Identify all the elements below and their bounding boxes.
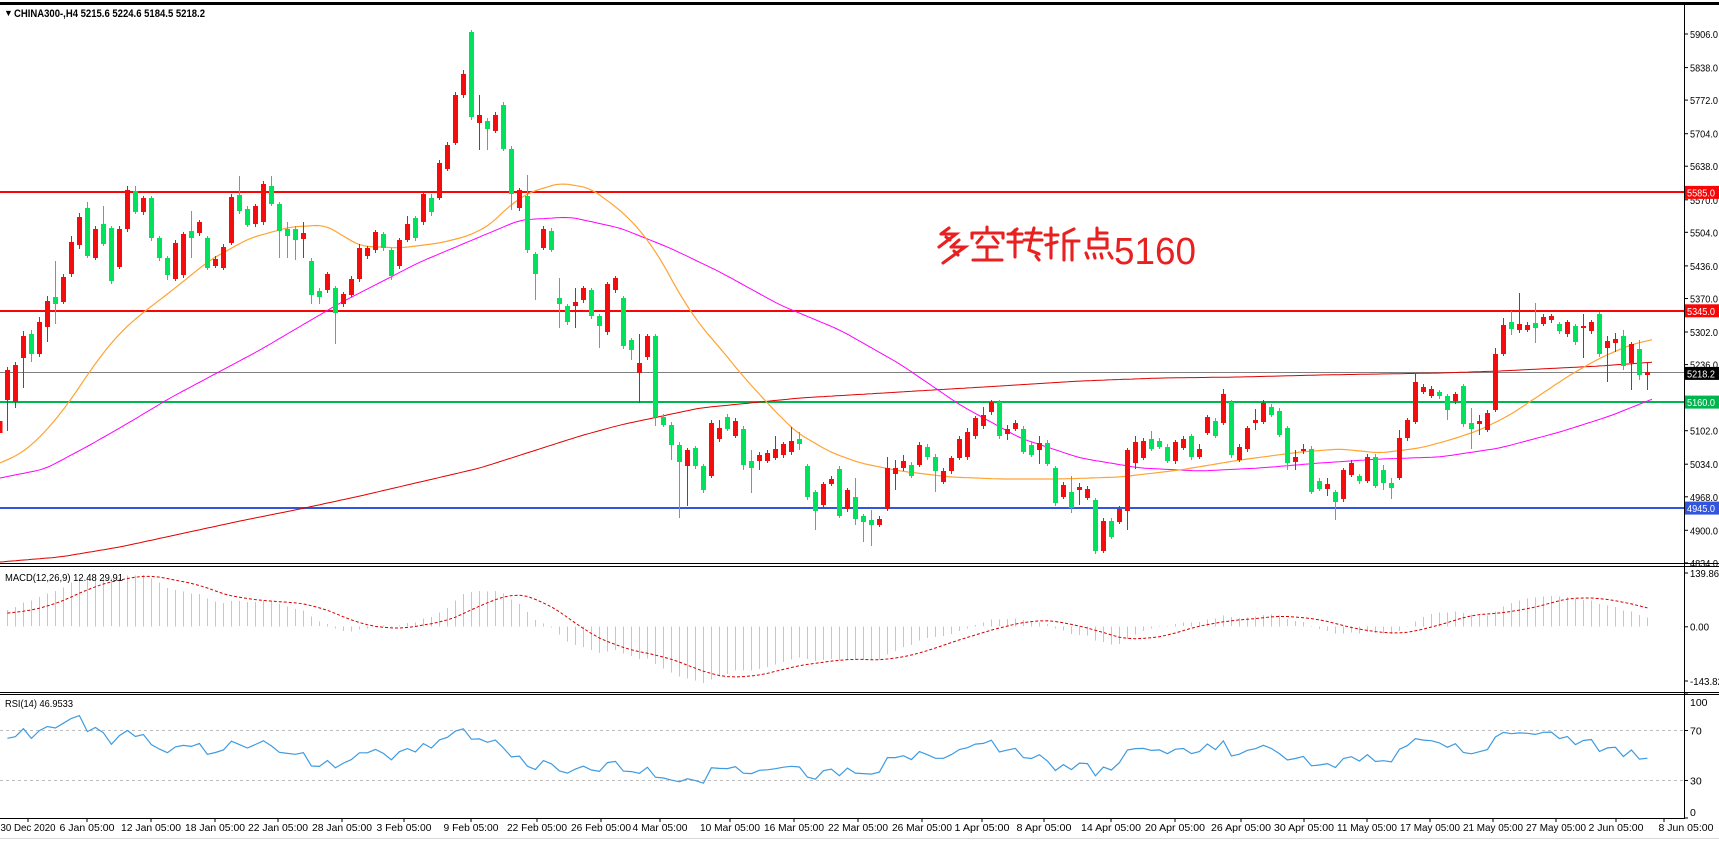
svg-text:4834.0: 4834.0 xyxy=(1690,558,1718,570)
svg-text:4945.0: 4945.0 xyxy=(1687,503,1715,515)
svg-text:28 Jan 05:00: 28 Jan 05:00 xyxy=(312,822,372,834)
svg-text:9 Feb 05:00: 9 Feb 05:00 xyxy=(444,822,499,834)
svg-text:5034.0: 5034.0 xyxy=(1690,459,1718,471)
svg-text:5585.0: 5585.0 xyxy=(1687,187,1715,199)
svg-text:16 Mar 05:00: 16 Mar 05:00 xyxy=(764,822,824,834)
svg-text:0: 0 xyxy=(1690,807,1696,819)
svg-text:27 May 05:00: 27 May 05:00 xyxy=(1526,822,1586,834)
svg-text:5160.0: 5160.0 xyxy=(1687,397,1715,409)
svg-text:5704.0: 5704.0 xyxy=(1690,129,1718,141)
svg-text:30 Dec 2020: 30 Dec 2020 xyxy=(1,822,56,834)
svg-text:70: 70 xyxy=(1690,726,1702,738)
svg-text:21 May 05:00: 21 May 05:00 xyxy=(1463,822,1523,834)
svg-text:5102.0: 5102.0 xyxy=(1690,426,1718,438)
svg-text:RSI(14) 46.9533: RSI(14) 46.9533 xyxy=(5,698,73,710)
svg-text:6 Jan 05:00: 6 Jan 05:00 xyxy=(60,822,115,834)
svg-text:22 Mar 05:00: 22 Mar 05:00 xyxy=(828,822,888,834)
svg-text:26 Mar 05:00: 26 Mar 05:00 xyxy=(892,822,952,834)
svg-text:14 Apr 05:00: 14 Apr 05:00 xyxy=(1081,822,1141,834)
svg-text:139.86: 139.86 xyxy=(1690,568,1719,580)
svg-text:20 Apr 05:00: 20 Apr 05:00 xyxy=(1145,822,1205,834)
svg-text:4 Mar 05:00: 4 Mar 05:00 xyxy=(633,822,688,834)
svg-text:5504.0: 5504.0 xyxy=(1690,227,1718,239)
svg-text:MACD(12,26,9) 12.48 29.91: MACD(12,26,9) 12.48 29.91 xyxy=(5,572,123,584)
svg-text:0.00: 0.00 xyxy=(1690,621,1709,633)
svg-text:5638.0: 5638.0 xyxy=(1690,161,1718,173)
svg-text:CHINA300-,H4 5215.6 5224.6 51: CHINA300-,H4 5215.6 5224.6 5184.5 5218.2 xyxy=(14,8,205,20)
svg-text:8 Jun 05:00: 8 Jun 05:00 xyxy=(1659,822,1714,834)
svg-text:5838.0: 5838.0 xyxy=(1690,63,1718,75)
svg-text:26 Apr 05:00: 26 Apr 05:00 xyxy=(1211,822,1271,834)
svg-text:▼: ▼ xyxy=(4,8,13,18)
svg-text:11 May 05:00: 11 May 05:00 xyxy=(1337,822,1397,834)
svg-text:10 Mar 05:00: 10 Mar 05:00 xyxy=(700,822,760,834)
svg-text:4900.0: 4900.0 xyxy=(1690,525,1718,537)
svg-text:5218.2: 5218.2 xyxy=(1687,368,1715,380)
svg-text:22 Feb 05:00: 22 Feb 05:00 xyxy=(507,822,567,834)
svg-text:5370.0: 5370.0 xyxy=(1690,294,1718,306)
svg-text:30: 30 xyxy=(1690,776,1702,788)
svg-text:8 Apr 05:00: 8 Apr 05:00 xyxy=(1017,822,1072,834)
svg-text:-143.82: -143.82 xyxy=(1690,676,1719,688)
svg-text:17 May 05:00: 17 May 05:00 xyxy=(1400,822,1460,834)
svg-text:100: 100 xyxy=(1690,697,1708,709)
svg-text:5160: 5160 xyxy=(1114,231,1196,273)
svg-text:22 Jan 05:00: 22 Jan 05:00 xyxy=(248,822,308,834)
svg-text:5302.0: 5302.0 xyxy=(1690,327,1718,339)
svg-text:5772.0: 5772.0 xyxy=(1690,95,1718,107)
svg-text:4968.0: 4968.0 xyxy=(1690,492,1718,504)
svg-text:3 Feb 05:00: 3 Feb 05:00 xyxy=(377,822,432,834)
svg-text:5345.0: 5345.0 xyxy=(1687,306,1715,318)
svg-text:12 Jan 05:00: 12 Jan 05:00 xyxy=(121,822,181,834)
svg-text:18 Jan 05:00: 18 Jan 05:00 xyxy=(185,822,245,834)
svg-text:5436.0: 5436.0 xyxy=(1690,261,1718,273)
svg-text:5906.0: 5906.0 xyxy=(1690,29,1718,41)
svg-text:30 Apr 05:00: 30 Apr 05:00 xyxy=(1274,822,1334,834)
svg-text:26 Feb 05:00: 26 Feb 05:00 xyxy=(571,822,631,834)
svg-text:1 Apr 05:00: 1 Apr 05:00 xyxy=(955,822,1010,834)
svg-text:2 Jun 05:00: 2 Jun 05:00 xyxy=(1589,822,1644,834)
